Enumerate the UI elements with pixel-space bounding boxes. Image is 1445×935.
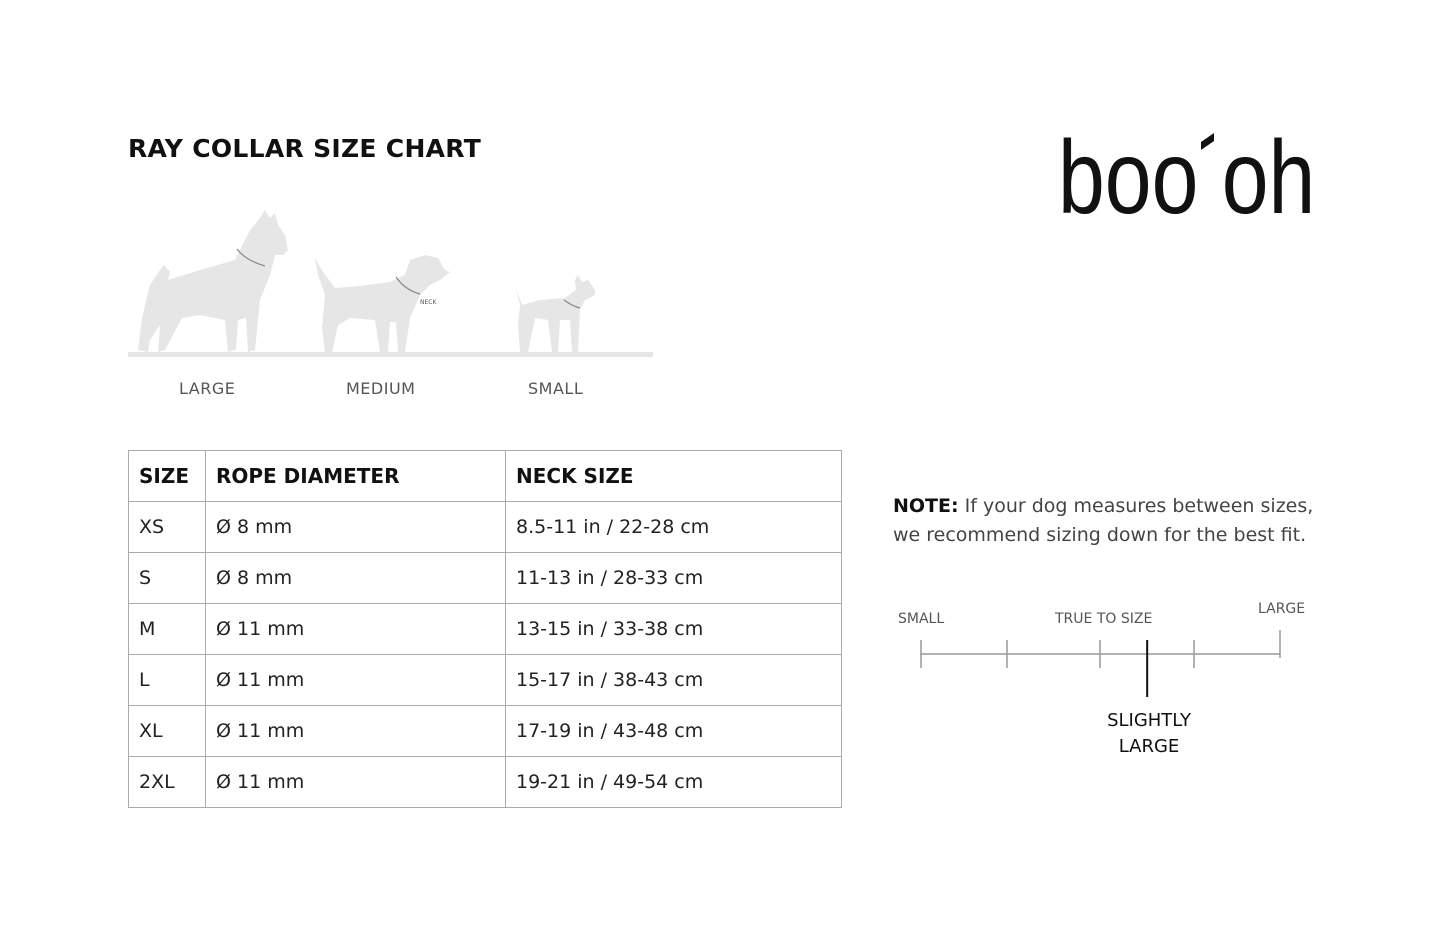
table-row: XS Ø 8 mm 8.5-11 in / 22-28 cm [128,501,842,553]
cell-rope: Ø 11 mm [205,654,506,706]
cell-size: L [128,654,206,706]
small-collar-icon [563,299,581,309]
cell-neck: 15-17 in / 38-43 cm [505,654,842,706]
dog-label-small: SMALL [528,379,584,398]
neck-label: NECK [420,299,437,306]
cell-neck: 17-19 in / 43-48 cm [505,705,842,757]
header-rope-diameter: ROPE DIAMETER [205,450,506,502]
cell-neck: 11-13 in / 28-33 cm [505,552,842,604]
table-header-row: SIZE ROPE DIAMETER NECK SIZE [128,450,842,502]
cell-neck: 8.5-11 in / 22-28 cm [505,501,842,553]
fit-value-line-1: SLIGHTLY [1107,710,1191,731]
large-dog-silhouette [138,210,288,352]
fit-value-label: SLIGHTLY LARGE [1090,708,1208,760]
fit-value-line-2: LARGE [1118,736,1180,757]
fit-label-small: SMALL [898,611,945,627]
small-dog-silhouette [516,275,595,352]
dog-size-illustration: NECK [128,210,653,357]
fit-scale [920,630,1281,697]
fit-label-true-to-size: TRUE TO SIZE [1055,611,1153,627]
cell-size: 2XL [128,756,206,808]
table-row: XL Ø 11 mm 17-19 in / 43-48 cm [128,705,842,757]
svg-text:boo oh: boo oh [1058,120,1315,228]
note-text: If your dog measures between sizes, we r… [893,495,1314,546]
medium-collar-icon [395,276,421,295]
cell-rope: Ø 8 mm [205,552,506,604]
ground-line [128,352,653,357]
cell-size: XS [128,501,206,553]
cell-rope: Ø 11 mm [205,756,506,808]
cell-size: XL [128,705,206,757]
sizing-note: NOTE: If your dog measures between sizes… [893,492,1333,550]
cell-neck: 19-21 in / 49-54 cm [505,756,842,808]
page-title: RAY COLLAR SIZE CHART [128,134,482,163]
note-label: NOTE: [893,495,959,517]
dog-label-large: LARGE [179,379,236,398]
dog-label-medium: MEDIUM [346,379,416,398]
cell-rope: Ø 11 mm [205,603,506,655]
brand-logo: boo oh [1058,120,1315,228]
header-size: SIZE [128,450,206,502]
cell-size: M [128,603,206,655]
cell-rope: Ø 8 mm [205,501,506,553]
cell-neck: 13-15 in / 33-38 cm [505,603,842,655]
medium-dog-silhouette [315,255,450,352]
cell-size: S [128,552,206,604]
fit-label-large: LARGE [1258,601,1306,617]
size-table: SIZE ROPE DIAMETER NECK SIZE XS Ø 8 mm 8.5… [128,450,842,808]
table-row: 2XL Ø 11 mm 19-21 in / 49-54 cm [128,756,842,808]
large-collar-icon [236,248,266,267]
header-neck-size: NECK SIZE [505,450,842,502]
cell-rope: Ø 11 mm [205,705,506,757]
